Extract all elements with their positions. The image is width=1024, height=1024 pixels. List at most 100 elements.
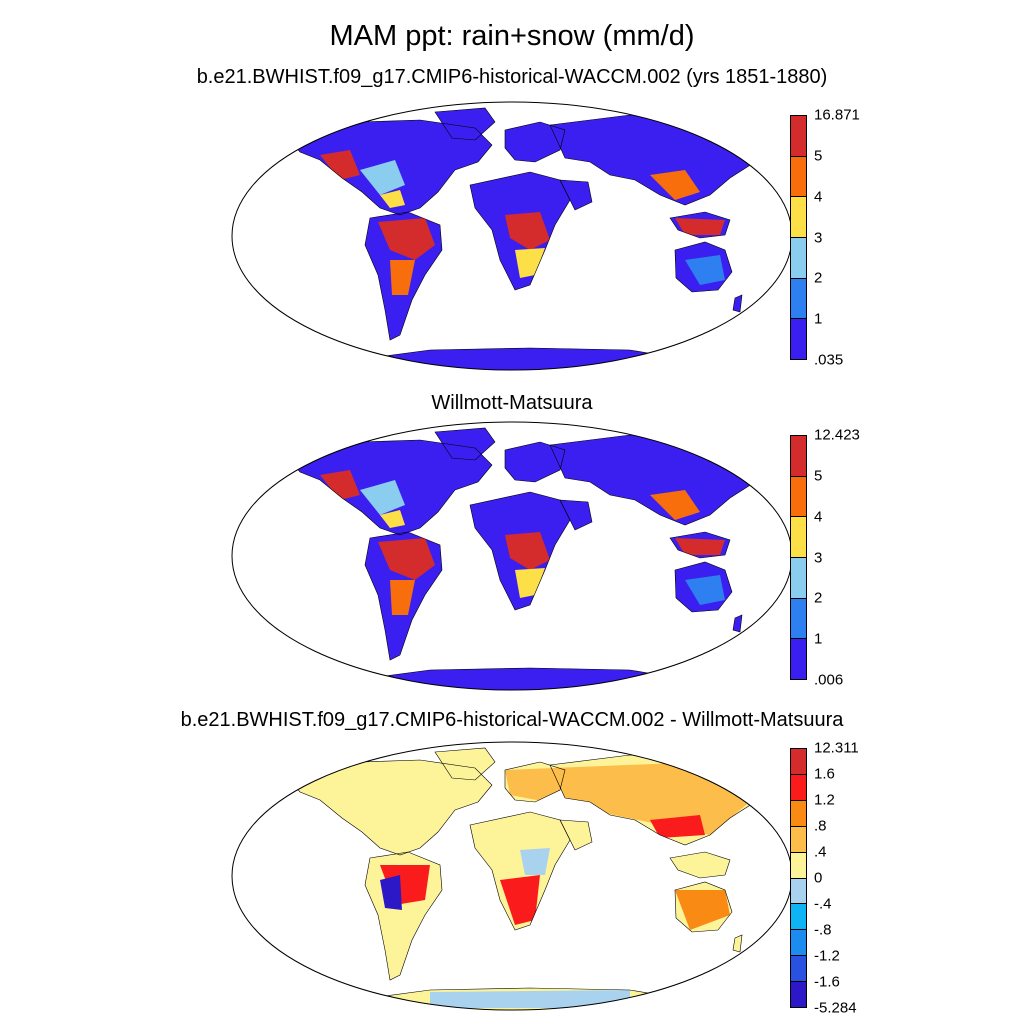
colorbar-swatch [791, 238, 806, 279]
colorbar-swatch [791, 476, 806, 518]
coastline-namerica [289, 759, 493, 856]
precip-region [650, 170, 700, 200]
colorbar-swatch [791, 800, 806, 827]
precip-region [470, 820, 570, 855]
colorbar-label: -.8 [814, 921, 832, 939]
colorbar-swatch [791, 116, 806, 157]
precip-region [505, 212, 550, 250]
colorbar-swatch [791, 774, 806, 801]
coastline-europe [504, 761, 566, 803]
colorbar-label: 0 [814, 869, 823, 887]
precip-region [378, 218, 435, 260]
coastline-newzealand [732, 614, 743, 633]
coastline-australia [674, 241, 733, 293]
coastline-australia [674, 881, 733, 933]
colorbar-swatch [791, 558, 806, 599]
colorbar-scale [790, 115, 807, 360]
colorbar-swatch [791, 930, 806, 957]
observed-colorbar: 12.423 5 4 3 2 1 .006 [790, 427, 870, 689]
precip-region [675, 890, 730, 930]
colorbar-label: 4 [814, 188, 823, 206]
figure-title: MAM ppt: rain+snow (mm/d) [329, 20, 695, 52]
coastline-africa [469, 171, 571, 291]
precip-region [500, 875, 540, 925]
colorbar-label: .4 [814, 843, 827, 861]
coastline-europe [504, 441, 566, 483]
colorbar-label: 2 [814, 589, 823, 607]
colorbar-label: 4 [814, 508, 823, 526]
colorbar-swatch [791, 517, 806, 559]
colorbar-label: -5.284 [814, 999, 857, 1017]
precip-region [320, 470, 360, 500]
precip-region [390, 260, 415, 295]
colorbar-label: 1.2 [814, 791, 835, 809]
colorbar-swatch [791, 852, 806, 879]
model-colorbar: 16.871 5 4 3 2 1 .035 [790, 107, 870, 369]
panel-1-title: b.e21.BWHIST.f09_g17.CMIP6-historical-WA… [196, 66, 828, 88]
colorbar-swatch [791, 904, 806, 931]
precip-region [360, 160, 405, 195]
precip-region [360, 480, 405, 515]
colorbar-label: -1.2 [814, 947, 840, 965]
coastline-namerica [289, 119, 493, 216]
colorbar-scale [790, 435, 807, 680]
precip-region [430, 990, 630, 1008]
coastline-greenland [434, 747, 496, 781]
colorbar-label: -.4 [814, 895, 832, 913]
colorbar-scale [790, 748, 807, 1008]
colorbar-label: -1.6 [814, 973, 840, 991]
colorbar-swatch [791, 956, 806, 983]
precip-region [505, 532, 550, 570]
coastline-arabia [559, 499, 593, 531]
colorbar-swatch [791, 982, 806, 1008]
precip-region [650, 490, 700, 520]
colorbar-swatch [791, 156, 806, 198]
colorbar-swatch [791, 197, 806, 239]
precip-region [390, 580, 415, 615]
precip-region [378, 538, 435, 580]
precip-region [380, 510, 405, 528]
colorbar-label: 1.6 [814, 765, 835, 783]
observed-precip-map [231, 421, 793, 691]
precip-region [650, 815, 705, 838]
precip-region [380, 875, 402, 910]
coastline-indonesia [669, 531, 731, 559]
coastline-australia [674, 561, 733, 613]
colorbar-label: 5 [814, 467, 823, 485]
coastline-indonesia [669, 211, 731, 239]
colorbar-label: 3 [814, 549, 823, 566]
difference-colorbar: 12.311 1.6 1.2 .8 .4 0 -.4 -.8 -1.2 -1.6 -5.284 [790, 740, 870, 1017]
coastline-namerica [289, 439, 493, 536]
model-precip-map [231, 101, 793, 371]
panel-3-title: b.e21.BWHIST.f09_g17.CMIP6-historical-WA… [180, 709, 844, 731]
precip-region [320, 150, 360, 180]
colorbar-label: .8 [814, 817, 827, 835]
coastline-newzealand [732, 934, 743, 953]
colorbar-label: 5 [814, 147, 823, 165]
precip-region [685, 575, 725, 605]
precip-region [675, 538, 725, 555]
precip-region [515, 568, 545, 598]
colorbar-label: .035 [814, 351, 844, 369]
colorbar-swatch [791, 436, 806, 477]
colorbar-label: 2 [814, 269, 823, 287]
coastline-arabia [559, 179, 593, 211]
panel-2-title: Willmott-Matsuura [431, 392, 593, 414]
colorbar-label: 12.423 [814, 426, 860, 444]
coastline-europe [504, 121, 566, 163]
colorbar-swatch [791, 639, 806, 680]
colorbar-label: 1 [814, 630, 823, 648]
precip-region [685, 255, 725, 285]
colorbar-label: 1 [814, 310, 823, 328]
precip-region [290, 762, 478, 820]
coastline-arabia [559, 819, 593, 851]
colorbar-label: 3 [814, 229, 823, 246]
precip-region [520, 848, 550, 875]
difference-map [231, 741, 793, 1011]
coastline-samerica [364, 851, 443, 981]
coastline-africa [469, 811, 571, 931]
colorbar-label: 16.871 [814, 106, 860, 124]
colorbar-swatch [791, 878, 806, 905]
colorbar-swatch [791, 319, 806, 360]
coastline-newzealand [732, 294, 743, 313]
